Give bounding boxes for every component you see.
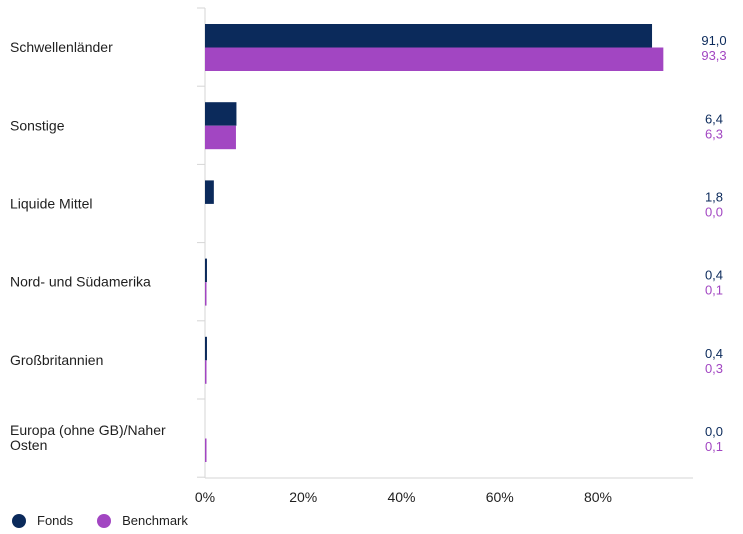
category-label: Europa (ohne GB)/Naher Osten [10, 422, 166, 453]
category-label: Großbritannien [10, 352, 103, 368]
bar-benchmark [205, 360, 207, 384]
value-label-fonds: 0,4 [705, 346, 723, 361]
x-tick-label: 0% [195, 489, 215, 505]
value-label-fonds: 1,8 [705, 190, 723, 205]
category-label: Liquide Mittel [10, 196, 93, 212]
legend: Fonds Benchmark [12, 513, 212, 528]
x-tick-label: 60% [486, 489, 514, 505]
value-label-benchmark: 0,3 [705, 361, 723, 376]
value-label-fonds: 91,0 [701, 33, 726, 48]
x-tick-label: 20% [289, 489, 317, 505]
legend-label-fonds: Fonds [37, 513, 74, 528]
x-tick-label: 40% [387, 489, 415, 505]
legend-label-benchmark: Benchmark [122, 513, 188, 528]
labels-layer: Schwellenländer 91,093,3 Sonstige 6,46,3 Liq… [10, 33, 727, 454]
value-label-fonds: 0,0 [705, 424, 723, 439]
bar-benchmark [205, 47, 664, 71]
value-label-benchmark: 6,3 [705, 126, 723, 141]
bar-fonds [205, 336, 207, 361]
bar-benchmark [205, 282, 207, 306]
bars-layer [205, 24, 664, 462]
bar-benchmark [205, 125, 236, 150]
category-label: Schwellenländer [10, 39, 113, 55]
value-label-benchmark: 0,1 [705, 439, 723, 454]
category-label: Nord- und Südamerika [10, 274, 151, 290]
legend-item-fonds: Fonds [12, 513, 73, 528]
bar-fonds [205, 180, 214, 204]
bar-fonds [205, 258, 207, 283]
axis-layer: 0% 20% 40% 60% 80% [195, 7, 693, 505]
value-label-fonds: 0,4 [705, 268, 723, 283]
legend-swatch-fonds [12, 513, 26, 528]
value-label-fonds: 6,4 [705, 111, 723, 126]
legend-item-benchmark: Benchmark [97, 513, 188, 528]
bar-fonds [205, 102, 237, 126]
x-tick-label: 80% [584, 489, 612, 505]
bar-fonds [205, 24, 653, 48]
legend-swatch-benchmark [97, 513, 112, 528]
value-label-benchmark: 0,0 [705, 205, 723, 220]
bar-benchmark [205, 438, 207, 462]
category-label: Sonstige [10, 117, 65, 133]
value-label-benchmark: 93,3 [701, 48, 726, 63]
value-label-benchmark: 0,1 [705, 283, 723, 298]
